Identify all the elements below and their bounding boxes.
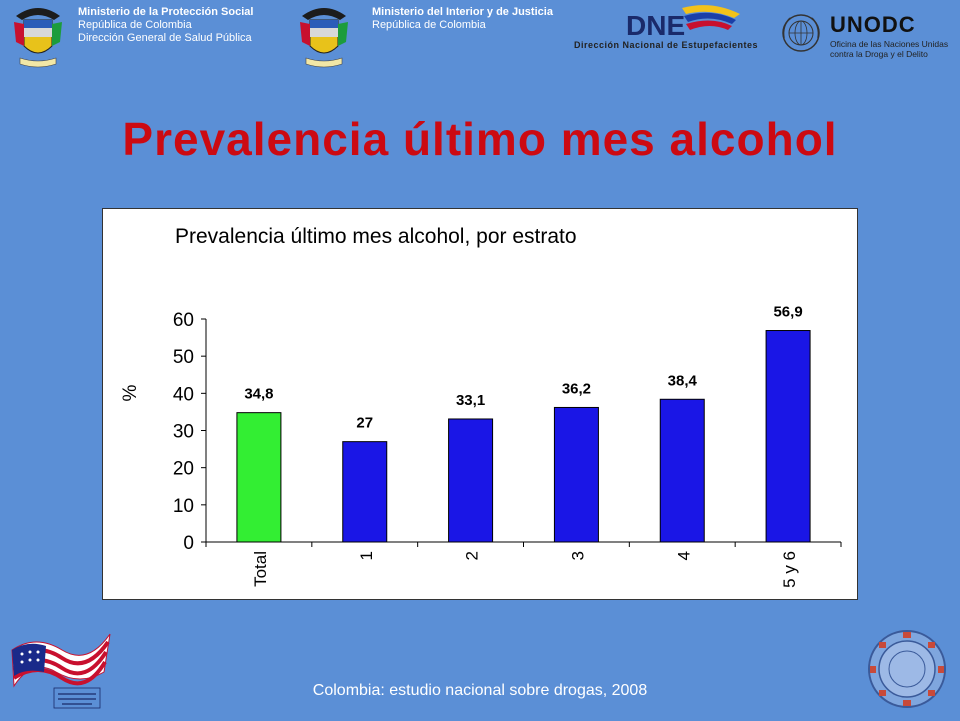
unodc-subtitle-line2: contra la Droga y el Delito [830, 49, 928, 59]
x-tick-label-3: 3 [568, 551, 587, 560]
y-tick-label-5: 50 [173, 347, 194, 368]
slide-title: Prevalencia último mes alcohol [122, 113, 838, 165]
ministry-health-directorate: Dirección General de Salud Pública [78, 32, 252, 44]
bar-0 [236, 412, 282, 543]
bar-2 [448, 418, 494, 543]
bar-4 [659, 398, 705, 543]
ministry-interior-country: República de Colombia [372, 19, 486, 31]
y-tick-label-4: 40 [173, 384, 194, 405]
unodc-subtitle: Oficina de las Naciones Unidas contra la… [830, 39, 948, 59]
x-tick-label-5: 5 y 6 [780, 551, 799, 588]
chart-title: Prevalencia último mes alcohol, por estr… [175, 225, 577, 248]
x-tick-label-4: 4 [674, 551, 693, 560]
unodc-logo-text: UNODC [830, 12, 916, 37]
colombia-crest-logo-middle [296, 2, 352, 72]
footer-source: Colombia: estudio nacional sobre drogas,… [312, 682, 648, 699]
x-tick-label-1: 1 [357, 551, 376, 560]
ministry-interior-name: Ministerio del Interior y de Justicia [372, 6, 553, 18]
bar-3 [553, 406, 599, 543]
data-label-0: 34,8 [244, 386, 273, 403]
data-label-1: 27 [356, 415, 373, 432]
y-axis-label: % [120, 384, 141, 401]
data-label-5: 56,9 [773, 304, 802, 321]
x-tick-label-2: 2 [463, 551, 482, 560]
dne-logo: DNE [622, 4, 742, 41]
colombia-crest-logo-left [10, 2, 66, 72]
y-tick-label-1: 10 [173, 496, 194, 517]
chart-panel: Prevalencia último mes alcohol, por estr… [102, 208, 858, 600]
ministry-health-name: Ministerio de la Protección Social [78, 6, 254, 18]
unodc-subtitle-line1: Oficina de las Naciones Unidas [830, 39, 949, 49]
ministry-interior-text: Ministerio del Interior y de Justicia Re… [372, 6, 553, 32]
ministry-health-country: República de Colombia [78, 19, 192, 31]
y-tick-label-3: 30 [173, 422, 194, 443]
x-tick-label-0: Total [251, 551, 270, 587]
y-tick-label-0: 0 [183, 533, 194, 554]
data-label-3: 36,2 [562, 380, 591, 397]
data-label-2: 33,1 [456, 392, 485, 409]
dne-logo-text: DNE [626, 10, 685, 40]
y-tick-label-6: 60 [173, 310, 194, 331]
ministry-health-text: Ministerio de la Protección Social Repúb… [78, 6, 253, 45]
bar-1 [342, 441, 388, 543]
bar-chart: Prevalencia último mes alcohol, por estr… [120, 225, 842, 588]
y-tick-label-2: 20 [173, 459, 194, 480]
us-embassy-flag-logo [6, 620, 116, 716]
un-emblem-icon [780, 12, 822, 54]
dne-subtitle: Dirección Nacional de Estupefacientes [574, 40, 759, 50]
data-label-4: 38,4 [668, 372, 698, 389]
bar-5 [765, 330, 811, 543]
oas-seal-logo [866, 628, 948, 710]
